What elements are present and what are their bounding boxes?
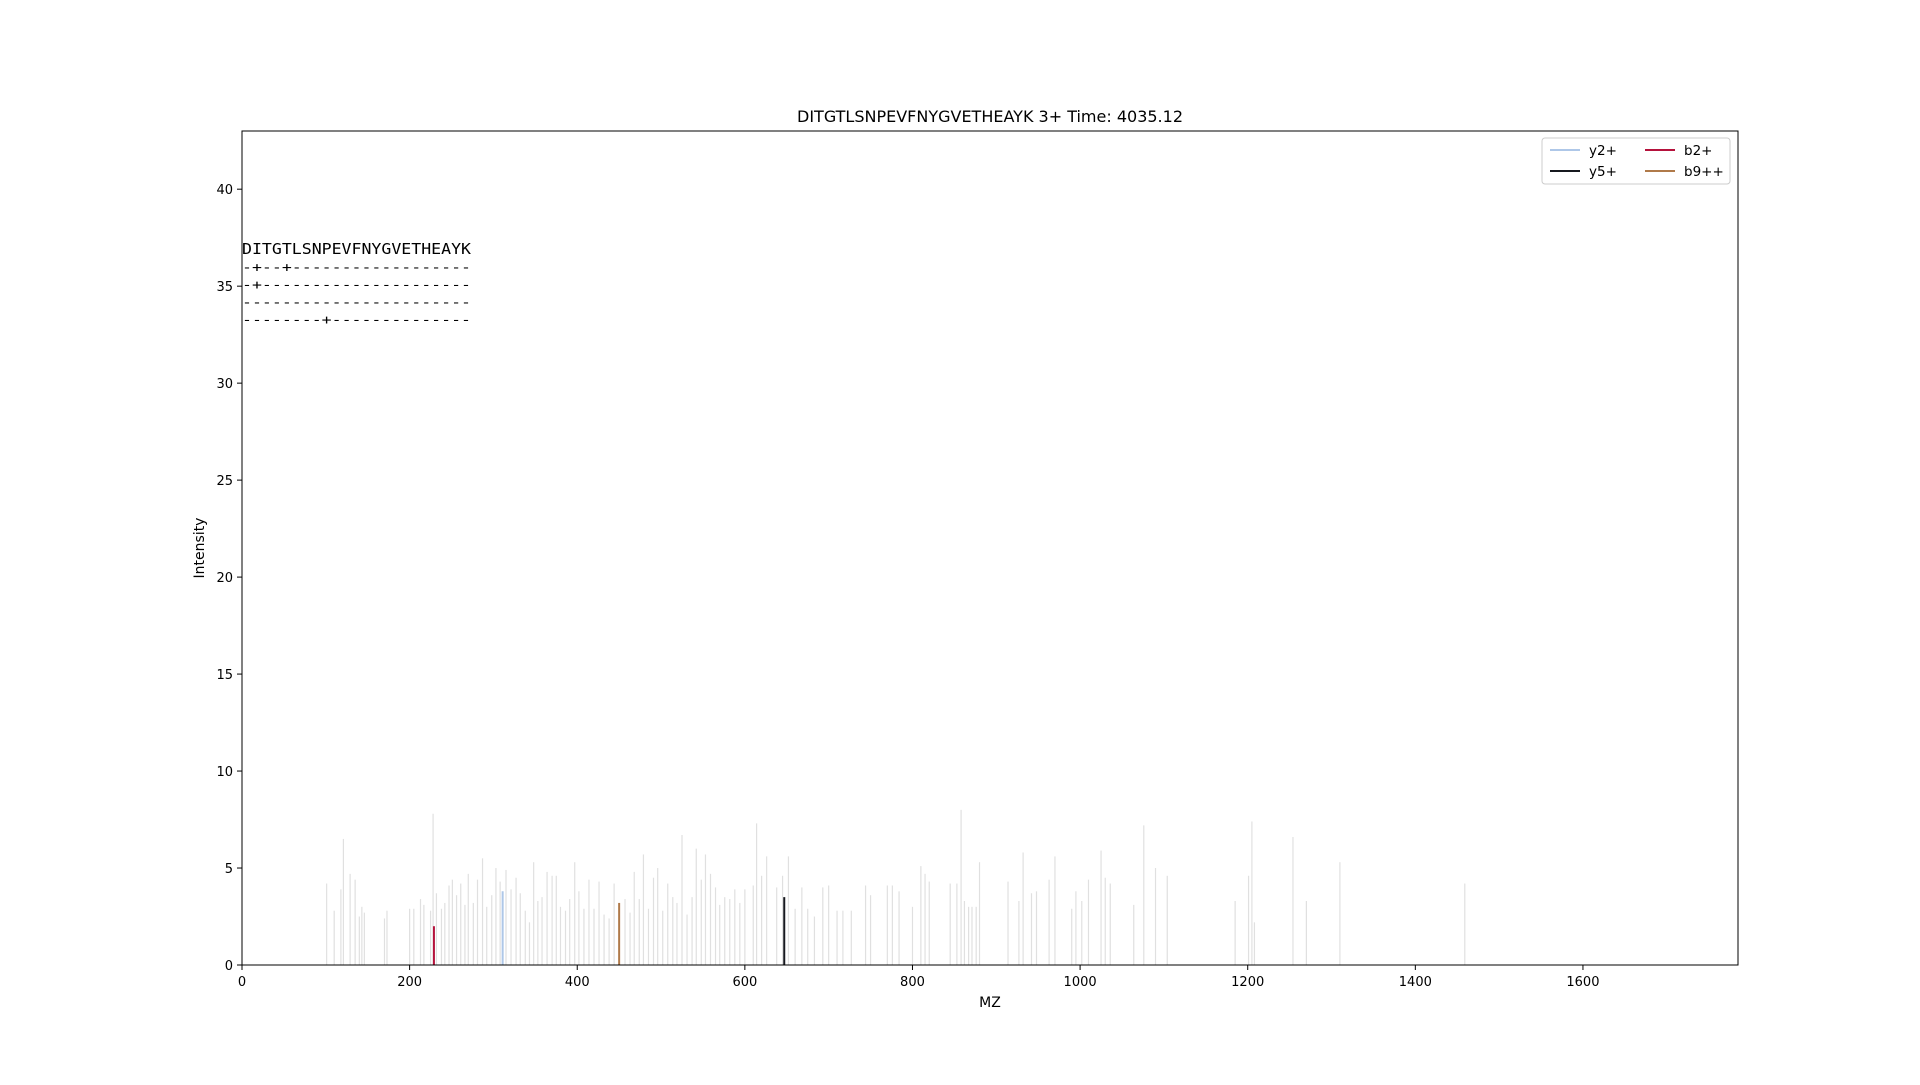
- x-tick-label: 1400: [1399, 975, 1432, 990]
- chart-title: DITGTLSNPEVFNYGVETHEAYK 3+ Time: 4035.12: [797, 107, 1183, 126]
- legend-label: y5+: [1589, 164, 1617, 180]
- legend-box: [1541, 137, 1731, 185]
- y-tick-label: 10: [216, 765, 233, 780]
- annotation-coverage-row: --------+--------------: [242, 312, 471, 328]
- legend-label: b9++: [1684, 164, 1724, 180]
- x-tick-label: 800: [900, 975, 925, 990]
- background-peaks: [326, 809, 1466, 965]
- y-tick-label: 30: [216, 377, 233, 392]
- x-axis-label: MZ: [979, 995, 1001, 1011]
- y-tick-label: 5: [225, 862, 233, 877]
- annotation-sequence: DITGTLSNPEVFNYGVETHEAYK: [242, 240, 471, 258]
- plot-frame: [241, 130, 1739, 966]
- annotation-coverage-row: -+--+------------------: [242, 260, 471, 276]
- y-axis-label: Intensity: [192, 518, 208, 579]
- y-axis-ticks: 0 5 10 15 20 25 30 35 40: [216, 183, 242, 974]
- y-tick-label: 40: [216, 183, 233, 198]
- y-tick-label: 0: [225, 959, 233, 974]
- legend-label: y2+: [1589, 143, 1617, 159]
- annotated-peaks: [432, 891, 786, 965]
- legend: y2+ y5+ b2+ b9++: [1541, 137, 1731, 185]
- x-tick-label: 1600: [1566, 975, 1599, 990]
- sequence-coverage-annotation: DITGTLSNPEVFNYGVETHEAYK -+--+------------…: [242, 240, 471, 328]
- annotation-coverage-row: -----------------------: [242, 295, 471, 311]
- x-tick-label: 1200: [1231, 975, 1264, 990]
- x-tick-label: 1000: [1064, 975, 1097, 990]
- y-tick-label: 20: [216, 571, 233, 586]
- x-tick-label: 400: [565, 975, 590, 990]
- x-axis-ticks: 0 200 400 600 800 1000 1200 1400 1600: [238, 965, 1599, 990]
- legend-label: b2+: [1684, 143, 1712, 159]
- x-tick-label: 200: [397, 975, 422, 990]
- x-tick-label: 0: [238, 975, 246, 990]
- annotation-coverage-row: -+---------------------: [242, 277, 471, 293]
- plot-area: [242, 131, 1738, 965]
- y-tick-label: 15: [216, 668, 233, 683]
- y-tick-label: 25: [216, 474, 233, 489]
- legend-items: y2+ y5+ b2+ b9++: [1550, 143, 1724, 180]
- x-tick-label: 600: [732, 975, 757, 990]
- y-tick-label: 35: [216, 280, 233, 295]
